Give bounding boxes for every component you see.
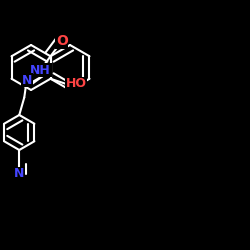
Text: N: N	[22, 74, 32, 86]
Text: N: N	[14, 167, 24, 180]
Text: NH: NH	[30, 64, 51, 76]
Text: HO: HO	[66, 77, 86, 90]
Text: O: O	[56, 34, 68, 48]
